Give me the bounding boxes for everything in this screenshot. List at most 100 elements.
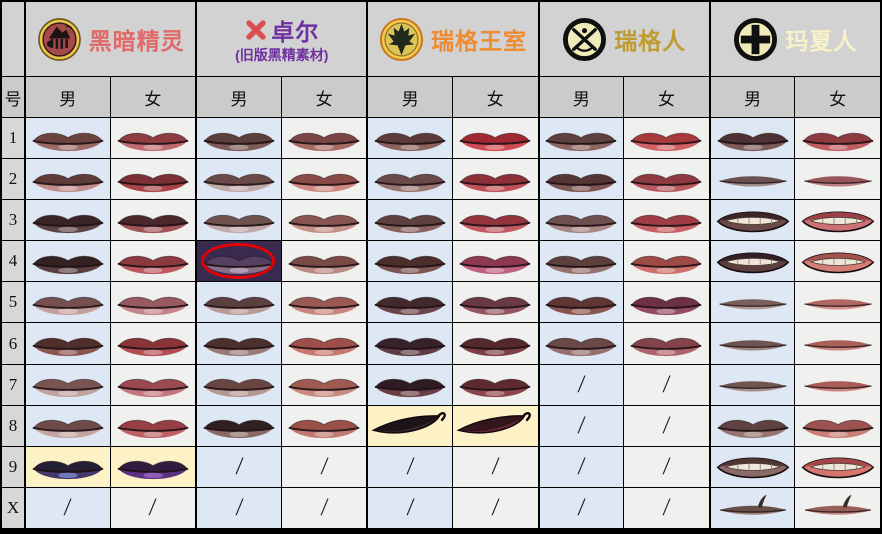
empty-cell: / — [623, 363, 709, 405]
lip-image — [203, 296, 275, 316]
lip-image — [32, 173, 104, 192]
lip-image — [117, 461, 189, 480]
lip-image — [288, 173, 360, 192]
lip-cell — [794, 281, 880, 323]
lip-cell — [109, 363, 196, 405]
lip-image — [804, 175, 872, 187]
lip-image — [374, 378, 446, 398]
slash-mark: / — [63, 493, 73, 521]
female-column-header: 女 — [623, 76, 709, 117]
slash-mark: / — [405, 452, 415, 480]
lip-image — [117, 255, 189, 274]
dark-elf-faction-icon — [37, 17, 81, 61]
male-column-header: 男 — [195, 76, 281, 117]
rigg-faction-icon — [563, 17, 607, 61]
lip-image — [546, 173, 617, 192]
lip-image — [719, 381, 787, 392]
slash-mark: / — [576, 452, 586, 480]
empty-cell: / — [280, 486, 367, 528]
row-label: 1 — [2, 117, 24, 159]
slash-mark: / — [662, 452, 671, 480]
lip-cell — [109, 404, 196, 446]
lip-cell — [794, 404, 880, 446]
lip-cell — [708, 404, 795, 446]
slash-mark: / — [148, 493, 158, 521]
faction-title: 瑞格王室 — [430, 28, 527, 54]
lip-cell — [109, 199, 196, 241]
lip-cell — [623, 240, 709, 282]
corner-label: 号 — [2, 76, 24, 117]
lip-image — [203, 132, 275, 151]
empty-cell: / — [537, 445, 624, 487]
lip-cell — [280, 404, 367, 446]
faction-title: 黑暗精灵 — [88, 28, 185, 54]
row-label: X — [2, 486, 24, 528]
lip-cell — [794, 158, 880, 200]
lip-image — [802, 132, 874, 151]
lip-cell — [623, 199, 709, 241]
slash-mark: / — [662, 370, 671, 398]
lip-cell — [366, 158, 452, 200]
lip-image — [719, 495, 786, 516]
lip-image — [631, 173, 702, 192]
lip-image — [631, 296, 702, 316]
lip-cell — [366, 117, 452, 159]
empty-cell: / — [537, 363, 624, 405]
lip-image — [801, 252, 875, 274]
lip-image — [801, 211, 875, 233]
lip-cell — [24, 404, 110, 446]
row-label: 4 — [2, 240, 24, 282]
lip-cell — [708, 158, 795, 200]
lip-image — [804, 299, 872, 310]
slash-mark: / — [662, 411, 671, 439]
lip-image — [716, 457, 789, 479]
lip-image — [631, 214, 702, 233]
lip-image — [716, 252, 789, 274]
lip-cell — [537, 240, 624, 282]
lip-image — [288, 337, 360, 357]
lip-cell — [451, 322, 538, 364]
lip-image — [203, 255, 275, 274]
lip-cell — [109, 158, 196, 200]
lip-cell — [794, 117, 880, 159]
lip-cell — [366, 240, 452, 282]
lip-image — [32, 296, 104, 316]
empty-cell: / — [366, 486, 452, 528]
slash-mark: / — [490, 493, 500, 521]
lip-image — [32, 255, 104, 274]
empty-cell: / — [623, 486, 709, 528]
lip-image — [374, 337, 446, 357]
lip-cell — [280, 363, 367, 405]
lip-cell — [623, 158, 709, 200]
lip-cell — [708, 199, 795, 241]
lip-cell — [623, 322, 709, 364]
lip-image — [32, 378, 104, 398]
lip-cell — [366, 404, 452, 446]
lip-image — [802, 420, 874, 439]
faction-header-drow: 卓尔 (旧版黑精素材) — [195, 2, 367, 76]
row-label: 8 — [2, 404, 24, 446]
lip-image — [288, 378, 360, 398]
lip-cell — [451, 158, 538, 200]
masha-faction-icon — [734, 17, 778, 61]
lip-cell — [366, 199, 452, 241]
lip-cell — [280, 117, 367, 159]
lip-cell — [451, 363, 538, 405]
empty-cell: / — [195, 486, 281, 528]
lip-image — [117, 214, 189, 233]
faction-header-masha: 玛夏人 — [708, 2, 880, 76]
lip-cell — [280, 322, 367, 364]
lip-image — [203, 173, 275, 192]
lip-image — [288, 296, 360, 316]
male-column-header: 男 — [537, 76, 624, 117]
lip-image — [203, 337, 275, 357]
lip-cell — [537, 281, 624, 323]
lip-image — [117, 378, 189, 398]
lip-image — [459, 255, 531, 274]
row-label: 2 — [2, 158, 24, 200]
faction-header-rigg: 瑞格人 — [537, 2, 709, 76]
lip-image — [459, 132, 531, 151]
lip-image — [546, 214, 617, 233]
lip-image — [371, 412, 447, 434]
male-column-header: 男 — [24, 76, 110, 117]
